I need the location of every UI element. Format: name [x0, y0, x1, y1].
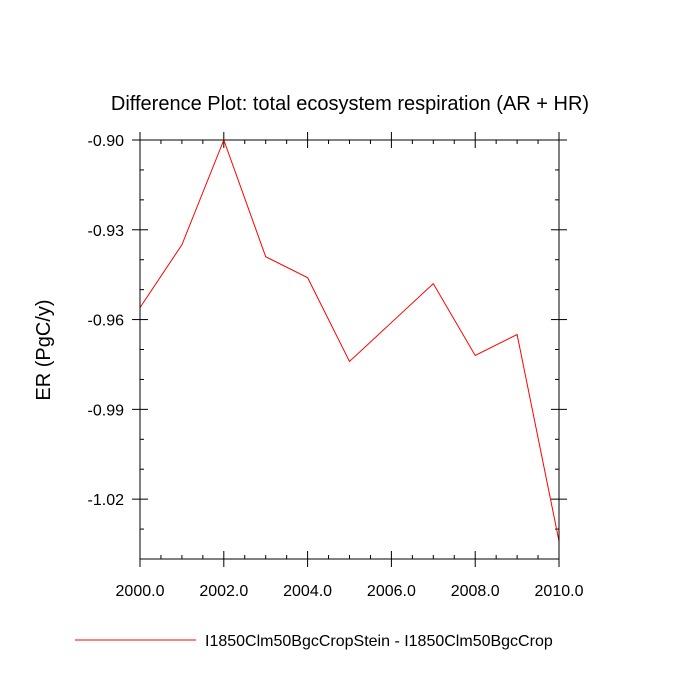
data-point: [265, 256, 266, 257]
y-tick-labels: -0.90 -0.93 -0.96 -0.99 -1.02: [88, 133, 125, 509]
data-point: [181, 244, 182, 245]
x-tick-label: 2010.0: [535, 583, 584, 600]
y-axis-label: ER (PgC/y): [33, 299, 55, 400]
x-tick-label: 2000.0: [116, 583, 165, 600]
x-tick-label: 2002.0: [199, 583, 248, 600]
y-tick-label: -0.93: [88, 223, 125, 240]
x-tick-label: 2004.0: [283, 583, 332, 600]
data-point: [391, 322, 392, 323]
legend: I1850Clm50BgcCropStein - I1850Clm50BgcCr…: [75, 633, 553, 650]
data-point: [349, 361, 350, 362]
legend-label: I1850Clm50BgcCropStein - I1850Clm50BgcCr…: [205, 633, 553, 650]
y-tick-label: -0.99: [88, 402, 125, 419]
x-minor-ticks: [160, 140, 539, 559]
y-tick-label: -1.02: [88, 492, 125, 509]
x-tick-label: 2008.0: [451, 583, 500, 600]
data-point: [517, 334, 518, 335]
y-tick-label: -0.90: [88, 133, 125, 150]
y-tick-label: -0.96: [88, 313, 125, 330]
x-tick-labels: 2000.0 2002.0 2004.0 2006.0 2008.0 2010.0: [116, 583, 584, 600]
data-point: [307, 277, 308, 278]
series-layer: [139, 138, 560, 542]
chart-title: Difference Plot: total ecosystem respira…: [111, 93, 589, 115]
x-tick-label: 2006.0: [367, 583, 416, 600]
plot-frame: [139, 139, 560, 560]
series-line: [139, 138, 560, 542]
y-major-ticks: [132, 139, 567, 500]
data-point: [433, 283, 434, 284]
data-point: [475, 355, 476, 356]
